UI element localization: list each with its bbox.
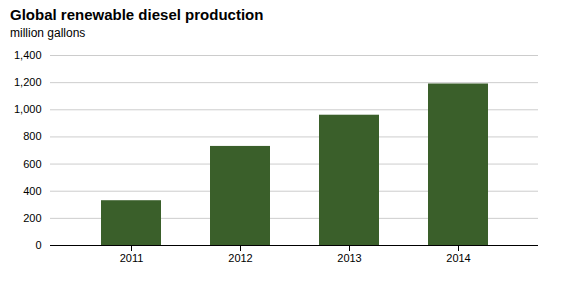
svg-text:200: 200 <box>23 212 41 224</box>
svg-text:0: 0 <box>35 239 41 251</box>
svg-text:1,200: 1,200 <box>14 76 42 88</box>
svg-text:2011: 2011 <box>120 252 144 264</box>
svg-text:1,000: 1,000 <box>14 103 42 115</box>
html-text:million gallons: million gallons <box>10 26 86 40</box>
svg-text:1,400: 1,400 <box>14 49 42 61</box>
svg-text:400: 400 <box>23 185 41 197</box>
svg-text:2014: 2014 <box>446 252 470 264</box>
html-text:Global renewable diesel produc: Global renewable diesel production <box>10 6 264 23</box>
svg-text:800: 800 <box>23 130 41 142</box>
svg-text:2013: 2013 <box>337 252 361 264</box>
svg-text:2012: 2012 <box>228 252 252 264</box>
svg-text:600: 600 <box>23 158 41 170</box>
